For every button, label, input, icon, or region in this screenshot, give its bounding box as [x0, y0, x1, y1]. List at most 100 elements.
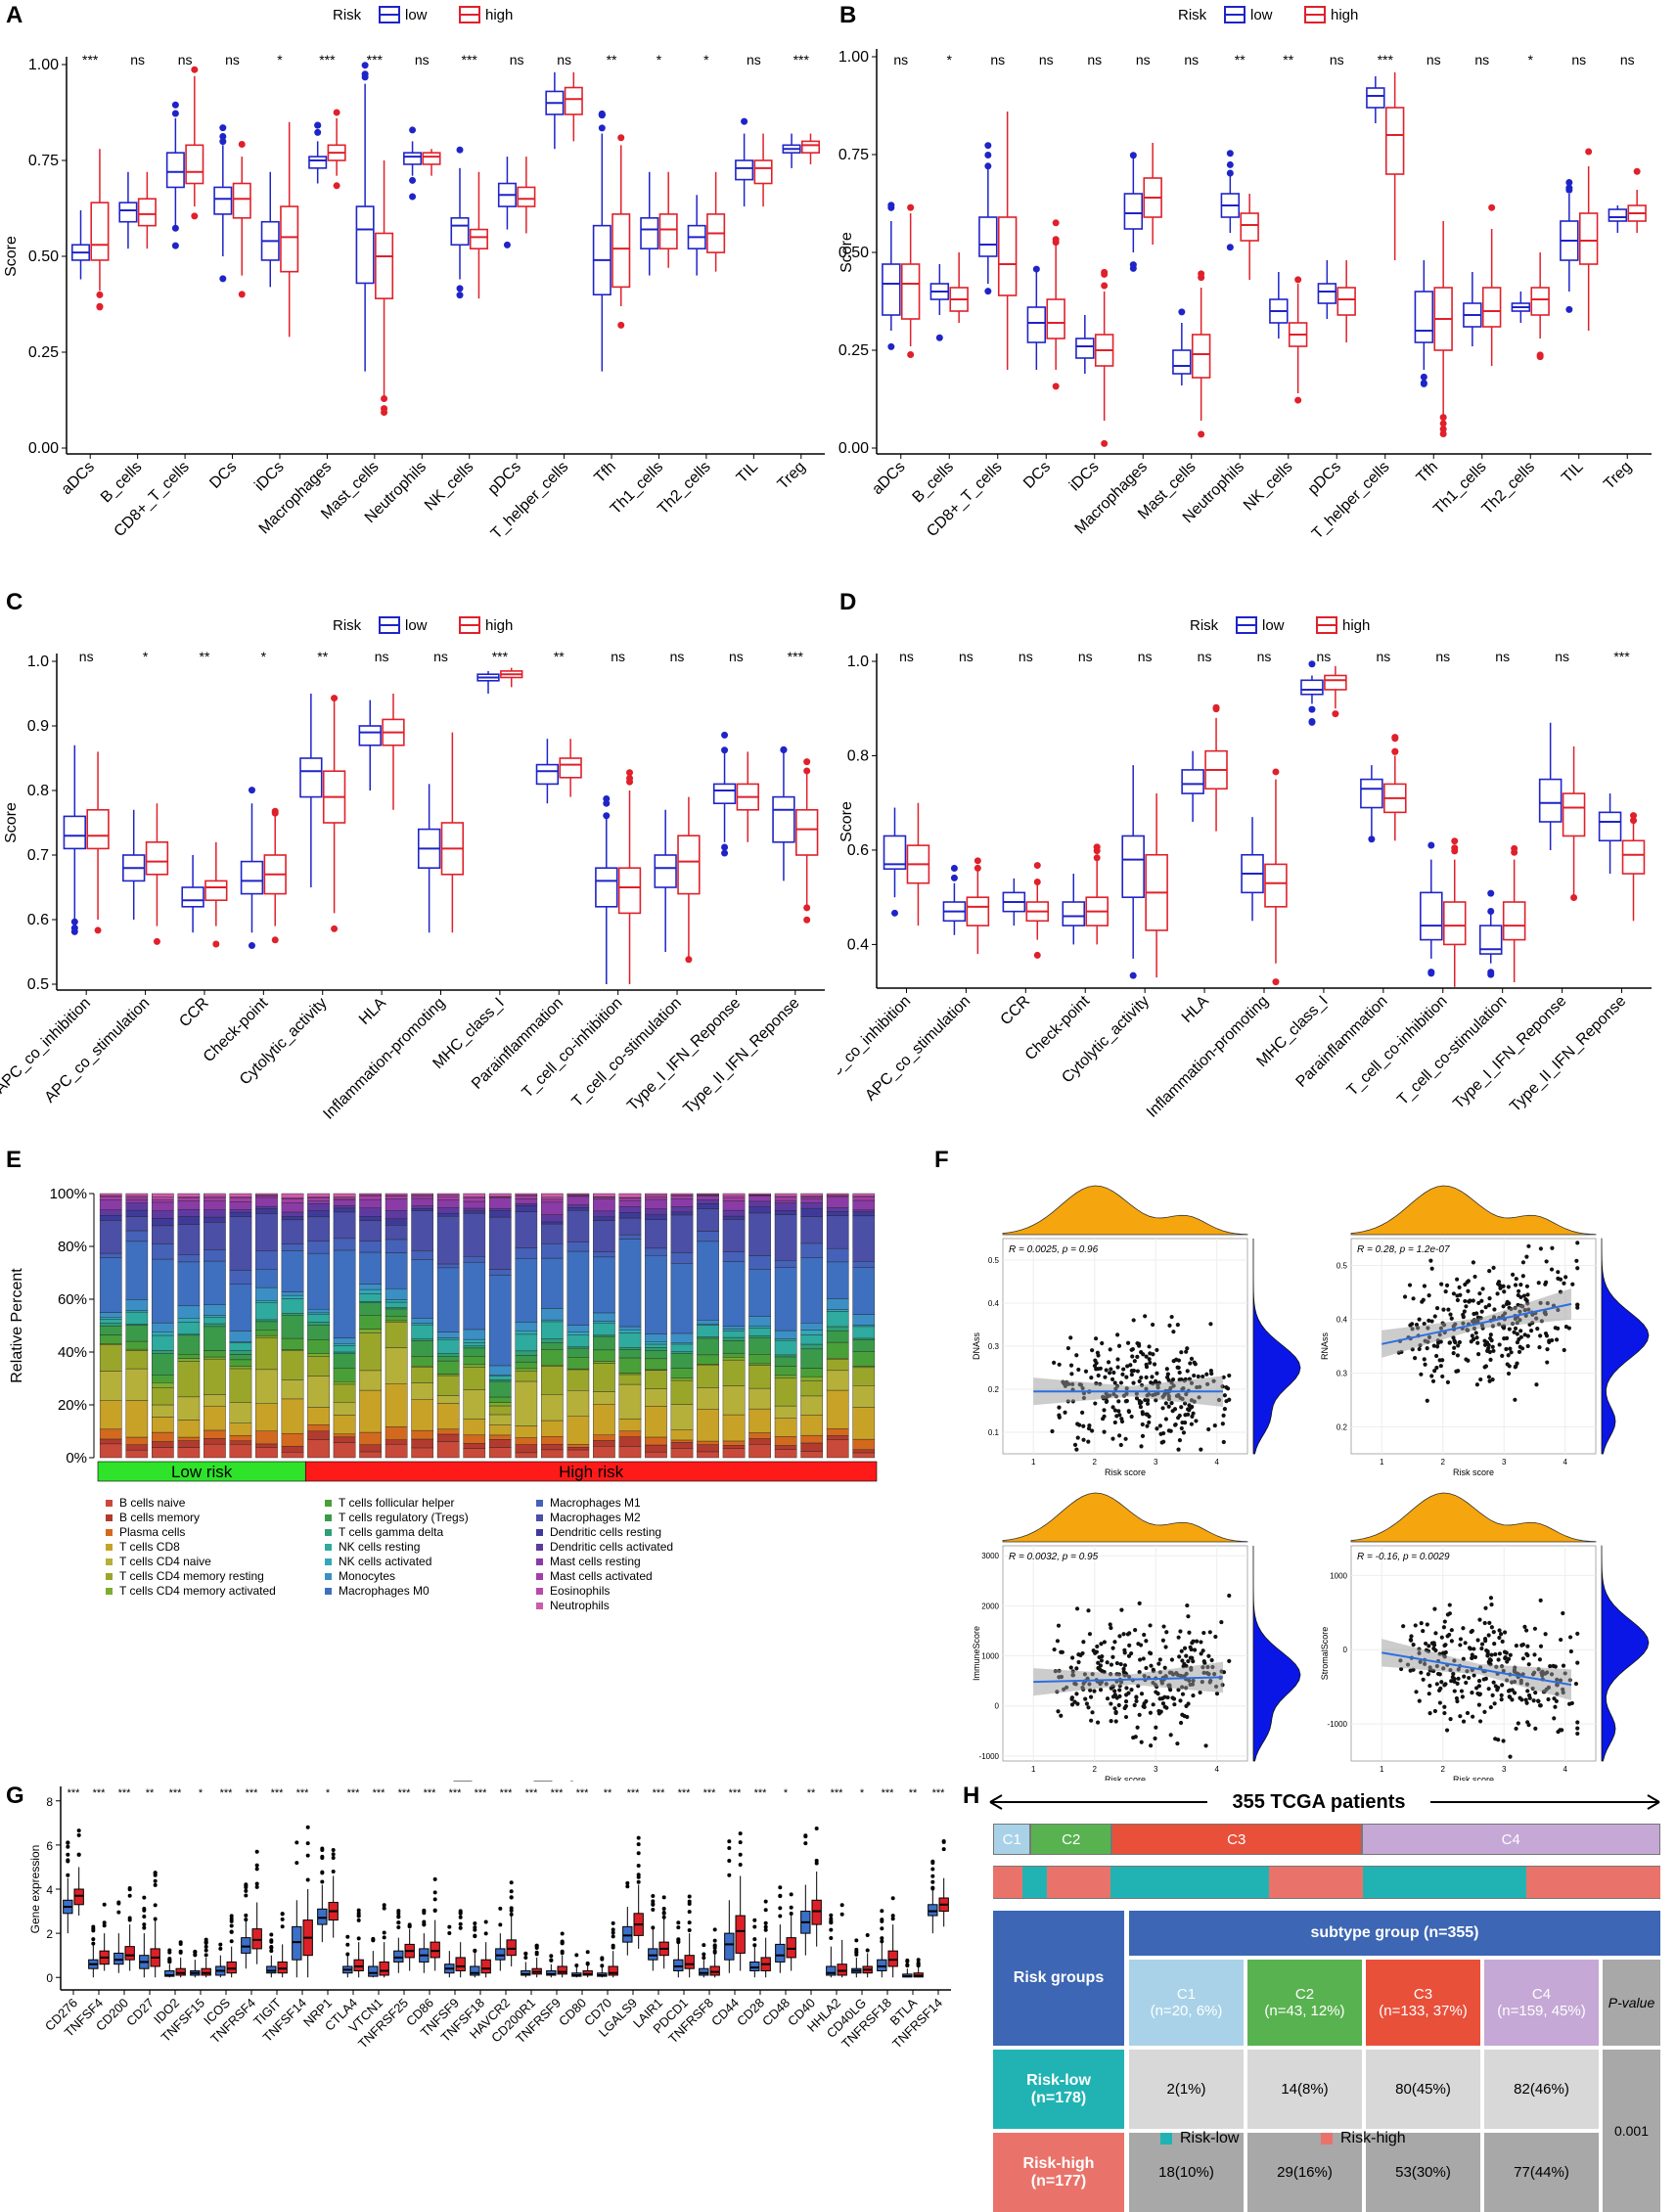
- data-point: [1472, 1275, 1476, 1279]
- bar-segment: [801, 1198, 823, 1202]
- box: [139, 199, 156, 225]
- box-low-TNFSF4: [89, 1924, 98, 1977]
- bar-segment: [204, 1210, 225, 1217]
- data-point: [1153, 1737, 1156, 1740]
- bar-segment: [464, 1368, 485, 1390]
- outlier: [905, 1960, 909, 1964]
- risk-bar-segment: [993, 1866, 1022, 1899]
- bar-segment: [334, 1208, 355, 1212]
- bar-segment: [464, 1435, 485, 1443]
- bar-segment: [541, 1349, 563, 1365]
- significance-label: ***: [729, 1787, 743, 1799]
- x-tick-label: Th2_cells: [1479, 459, 1538, 518]
- bar-segment: [385, 1316, 407, 1321]
- data-point: [1130, 1373, 1134, 1377]
- box-high-CTLA4: [354, 1909, 363, 1978]
- bar-segment: [723, 1327, 745, 1330]
- bar-segment: [671, 1198, 693, 1206]
- outlier: [1094, 854, 1101, 861]
- significance-label: ***: [932, 1787, 946, 1799]
- box-high-Tfh: [612, 134, 629, 329]
- data-point: [1501, 1738, 1505, 1742]
- data-point: [1113, 1421, 1117, 1424]
- data-point: [1575, 1303, 1579, 1307]
- data-point: [1145, 1376, 1149, 1379]
- bar-segment: [619, 1212, 641, 1218]
- significance-label: ns: [611, 649, 625, 664]
- bar-segment: [723, 1197, 745, 1200]
- data-point: [1119, 1417, 1123, 1421]
- outlier: [91, 1937, 95, 1941]
- outlier: [498, 1922, 502, 1926]
- bar-segment: [464, 1390, 485, 1420]
- box: [659, 214, 676, 248]
- data-point: [1552, 1716, 1556, 1720]
- box: [537, 765, 559, 785]
- bar-segment: [437, 1332, 459, 1337]
- panel-g-chart: Risklowhigh02468Gene expressionCD276***T…: [0, 1781, 959, 2159]
- box: [1623, 840, 1645, 874]
- outlier: [383, 1907, 386, 1911]
- data-point: [1120, 1373, 1124, 1377]
- data-point: [1163, 1704, 1167, 1708]
- bar-segment: [853, 1210, 875, 1212]
- box: [394, 1951, 403, 1962]
- outlier: [662, 1916, 666, 1919]
- legend-label: NK cells resting: [339, 1540, 420, 1554]
- subtype-label: C4: [1532, 1986, 1551, 2003]
- bar-segment: [282, 1298, 303, 1313]
- significance-label: ***: [93, 1787, 107, 1799]
- outlier: [498, 1907, 502, 1911]
- y-tick-label: 1000: [1330, 1571, 1347, 1580]
- outlier: [331, 695, 338, 701]
- data-point: [1050, 1429, 1054, 1433]
- data-point: [1095, 1645, 1099, 1648]
- outlier: [294, 1861, 298, 1865]
- data-point: [1483, 1621, 1487, 1625]
- data-point: [1568, 1635, 1572, 1639]
- data-point: [1563, 1275, 1567, 1279]
- outlier: [269, 1940, 273, 1944]
- outlier: [345, 1953, 349, 1957]
- y-tick-label: 0.5: [1336, 1262, 1348, 1271]
- bar-segment: [126, 1401, 148, 1437]
- bar-segment: [671, 1206, 693, 1212]
- data-point: [1110, 1377, 1114, 1381]
- data-point: [1122, 1648, 1126, 1652]
- box-high-HAVCR2: [507, 1880, 516, 1966]
- outlier: [230, 1924, 234, 1928]
- data-point: [1209, 1372, 1213, 1376]
- x-tick-label: 3: [1154, 1458, 1158, 1467]
- data-point: [1113, 1408, 1117, 1412]
- bar-segment: [567, 1326, 589, 1332]
- box: [678, 835, 700, 893]
- data-point: [1428, 1259, 1432, 1263]
- significance-label: ***: [551, 1787, 565, 1799]
- data-point: [1115, 1365, 1119, 1369]
- data-point: [1058, 1363, 1062, 1367]
- bar-segment: [307, 1217, 329, 1241]
- data-point: [1463, 1283, 1467, 1287]
- box: [318, 1909, 327, 1924]
- outlier: [396, 1920, 400, 1924]
- data-point: [1457, 1286, 1461, 1289]
- box-high-CCR: [205, 842, 227, 948]
- bar-segment: [489, 1210, 511, 1217]
- data-point: [1144, 1639, 1148, 1643]
- bar-segment: [204, 1324, 225, 1327]
- box: [423, 153, 439, 164]
- bar-segment: [516, 1425, 537, 1437]
- bar-segment: [412, 1206, 433, 1209]
- data-point: [1475, 1341, 1479, 1345]
- data-point: [1439, 1283, 1443, 1287]
- data-point: [1561, 1611, 1564, 1615]
- data-point: [1575, 1632, 1579, 1636]
- bar-segment: [334, 1205, 355, 1208]
- data-point: [1472, 1647, 1475, 1650]
- data-point: [1450, 1317, 1454, 1321]
- outlier: [984, 288, 991, 294]
- outlier: [77, 1833, 81, 1837]
- bar-segment: [126, 1210, 148, 1217]
- bar-segment: [178, 1318, 200, 1322]
- data-point: [1160, 1406, 1164, 1410]
